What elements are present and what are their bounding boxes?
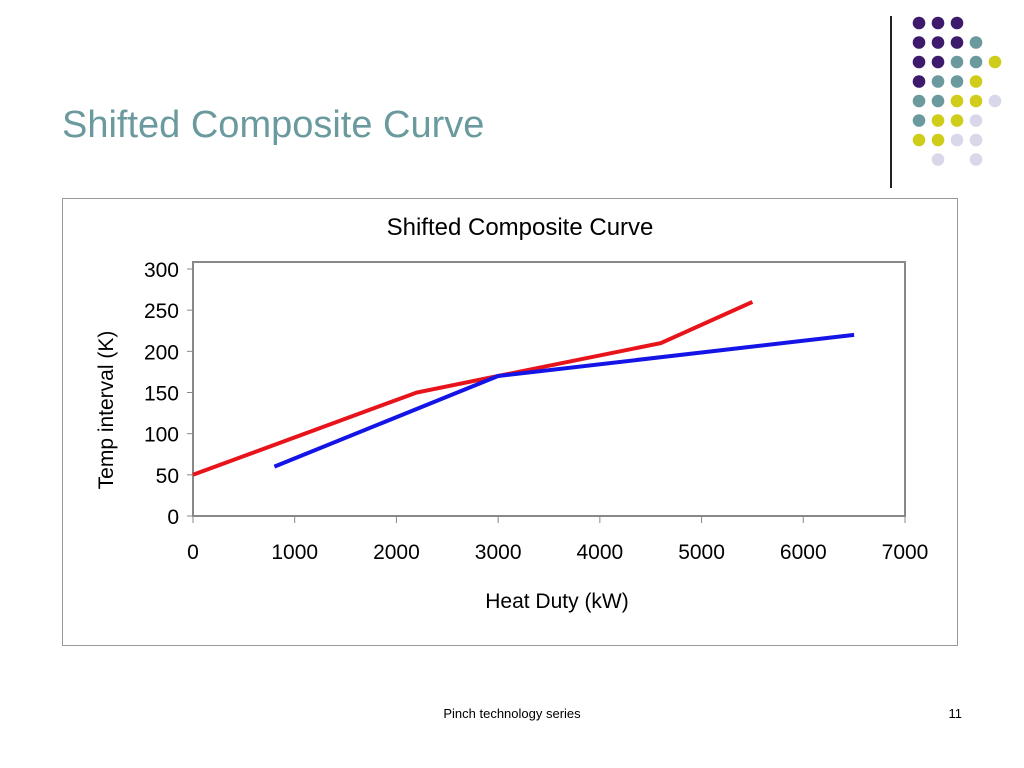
y-axis-label: Temp interval (K) bbox=[95, 331, 118, 490]
composite-curve-chart: Shifted Composite Curve 0 1000 2000 3000 400… bbox=[95, 214, 929, 613]
decorative-dot bbox=[931, 36, 945, 49]
decorative-dot bbox=[969, 114, 983, 127]
divider-line bbox=[890, 16, 892, 188]
decorative-dot bbox=[969, 94, 983, 108]
decorative-dot bbox=[950, 133, 964, 147]
y-tick-label: 200 bbox=[144, 341, 179, 364]
decorative-dot bbox=[950, 114, 964, 127]
decorative-dot bbox=[912, 36, 926, 49]
decorative-dot bbox=[969, 153, 983, 166]
chart-frame: Shifted Composite Curve 0 1000 2000 3000 400… bbox=[62, 198, 958, 646]
chart-title: Shifted Composite Curve bbox=[387, 214, 654, 241]
x-tick-label: 0 bbox=[187, 541, 199, 564]
decorative-dot bbox=[912, 133, 926, 147]
decorative-dot bbox=[969, 133, 983, 147]
decorative-dot bbox=[950, 16, 964, 30]
x-tick-label: 1000 bbox=[271, 541, 318, 564]
x-tick-label: 3000 bbox=[475, 541, 522, 564]
plot-area bbox=[192, 261, 906, 517]
decorative-dot bbox=[931, 16, 945, 30]
decorative-dot bbox=[969, 36, 983, 49]
footer-text: Pinch technology series bbox=[443, 706, 581, 721]
decorative-dot bbox=[931, 114, 945, 127]
decorative-dot bbox=[950, 55, 964, 69]
decorative-dot bbox=[931, 55, 945, 69]
x-tick-label: 5000 bbox=[678, 541, 725, 564]
page-number: 11 bbox=[948, 706, 963, 721]
decorative-dot bbox=[931, 94, 945, 108]
y-tick-label: 100 bbox=[144, 424, 179, 447]
decorative-dot bbox=[931, 75, 945, 88]
decorative-dot bbox=[950, 75, 964, 88]
decorative-dot bbox=[912, 16, 926, 30]
decorative-dot bbox=[912, 114, 926, 127]
x-axis-label: Heat Duty (kW) bbox=[485, 590, 629, 613]
y-tick-label: 0 bbox=[167, 506, 179, 529]
x-tick-label: 4000 bbox=[576, 541, 623, 564]
decorative-dot bbox=[950, 36, 964, 49]
slide-title: Shifted Composite Curve bbox=[62, 104, 485, 146]
x-tick-label: 2000 bbox=[373, 541, 420, 564]
decorative-dot bbox=[988, 55, 1002, 69]
decorative-dot bbox=[950, 94, 964, 108]
decorative-dot bbox=[988, 94, 1002, 108]
decorative-dot bbox=[969, 75, 983, 88]
x-tick-label: 7000 bbox=[882, 541, 929, 564]
x-tick-label: 6000 bbox=[780, 541, 827, 564]
decorative-dot bbox=[912, 94, 926, 108]
decorative-dot bbox=[912, 55, 926, 69]
y-tick-label: 150 bbox=[144, 383, 179, 406]
decorative-dot bbox=[969, 55, 983, 69]
decorative-dot bbox=[912, 75, 926, 88]
y-tick-label: 50 bbox=[156, 465, 179, 488]
decorative-dot bbox=[931, 153, 945, 166]
y-tick-label: 250 bbox=[144, 300, 179, 323]
y-tick-label: 300 bbox=[144, 259, 179, 282]
decorative-dot bbox=[931, 133, 945, 147]
decorative-dots bbox=[912, 16, 1002, 166]
cold-composite-line bbox=[273, 332, 855, 469]
